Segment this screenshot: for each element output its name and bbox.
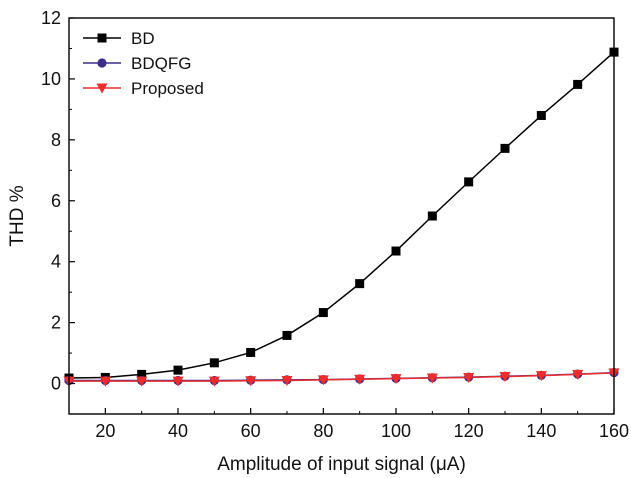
x-tick-label: 40 — [168, 421, 188, 441]
x-tick-label: 20 — [95, 421, 115, 441]
data-point — [536, 110, 546, 120]
legend-item: BDQFG — [83, 54, 191, 73]
data-point — [209, 358, 219, 368]
x-axis-title: Amplitude of input signal (μA) — [217, 454, 466, 475]
data-point — [99, 376, 111, 387]
legend-item: Proposed — [83, 79, 204, 98]
data-point — [137, 369, 147, 379]
x-tick-label: 100 — [381, 421, 411, 441]
legend: BD BDQFG Proposed — [83, 29, 204, 98]
data-point — [318, 308, 328, 318]
data-point — [463, 372, 475, 383]
x-tick-label: 60 — [241, 421, 261, 441]
data-point — [573, 79, 583, 89]
series-line — [68, 51, 615, 379]
series-proposed — [63, 368, 620, 387]
data-point — [317, 375, 329, 386]
x-tick-label: 120 — [454, 421, 484, 441]
data-point — [572, 369, 584, 380]
series-layer — [63, 47, 620, 387]
legend-marker — [96, 83, 108, 94]
data-point — [500, 143, 510, 153]
data-point — [208, 376, 220, 387]
legend-item: BD — [83, 29, 155, 48]
y-tick-label: 10 — [41, 69, 61, 89]
data-point — [282, 330, 292, 340]
tick-layer: 20 40 60 80 100 120 140 160 0 2 4 6 8 10 12 — [41, 8, 629, 441]
legend-label: BDQFG — [131, 54, 191, 73]
x-tick-label: 140 — [526, 421, 556, 441]
data-point — [354, 374, 366, 385]
data-point — [172, 376, 184, 387]
y-tick-label: 0 — [51, 374, 61, 394]
legend-label: Proposed — [131, 79, 204, 98]
y-tick-label: 2 — [51, 313, 61, 333]
x-tick-label: 160 — [599, 421, 629, 441]
data-point — [427, 211, 437, 221]
y-tick-label: 12 — [41, 8, 61, 28]
x-tick-label: 80 — [313, 421, 333, 441]
data-point — [464, 177, 474, 187]
legend-marker — [97, 33, 107, 43]
series-line — [69, 372, 615, 382]
series-bdqfg — [64, 367, 619, 386]
data-point — [281, 375, 293, 386]
data-point — [499, 372, 511, 383]
y-tick-label: 6 — [51, 191, 61, 211]
data-point — [245, 376, 257, 387]
data-point — [246, 347, 256, 357]
y-tick-label: 4 — [51, 252, 61, 272]
plot-frame — [68, 17, 615, 415]
y-tick-label: 8 — [51, 130, 61, 150]
data-point — [355, 279, 365, 289]
legend-label: BD — [131, 29, 155, 48]
data-point — [535, 371, 547, 382]
data-point — [390, 374, 402, 385]
data-point — [426, 373, 438, 384]
data-point — [391, 246, 401, 256]
legend-marker — [97, 58, 107, 68]
data-point — [136, 376, 148, 387]
y-axis-title: THD % — [7, 185, 28, 246]
data-point — [173, 365, 183, 375]
